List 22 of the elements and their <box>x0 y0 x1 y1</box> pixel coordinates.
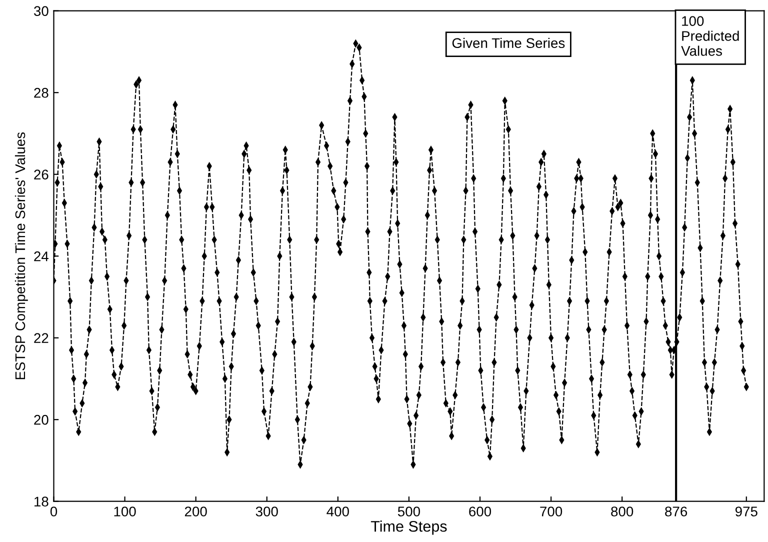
x-tick-label: 876 <box>665 506 688 516</box>
annotation: 100 Predicted Values <box>681 16 739 56</box>
x-axis-title: Time Steps <box>370 520 447 535</box>
y-axis-title: ESTSP Competition Time Series' Values <box>14 132 28 380</box>
x-tick-label: 100 <box>114 506 136 516</box>
x-tick-label: 200 <box>184 506 207 516</box>
x-tick-label: 500 <box>398 506 420 516</box>
y-tick-label: 30 <box>34 6 48 16</box>
x-tick-label: 800 <box>611 506 634 516</box>
y-tick-label: 20 <box>34 414 48 425</box>
annotation: Given Time Series <box>452 38 565 48</box>
y-tick-label: 18 <box>34 496 48 507</box>
y-tick-label: 24 <box>34 251 48 262</box>
x-tick-label: 600 <box>469 506 492 516</box>
x-tick-label: 400 <box>326 506 349 516</box>
x-tick-label: 0 <box>50 506 58 516</box>
x-tick-label: 300 <box>256 506 278 516</box>
x-tick-label: 700 <box>540 506 562 516</box>
x-tick-label: 975 <box>735 506 758 516</box>
y-tick-label: 28 <box>34 88 48 98</box>
y-tick-label: 22 <box>34 333 48 343</box>
y-tick-label: 26 <box>34 170 48 180</box>
